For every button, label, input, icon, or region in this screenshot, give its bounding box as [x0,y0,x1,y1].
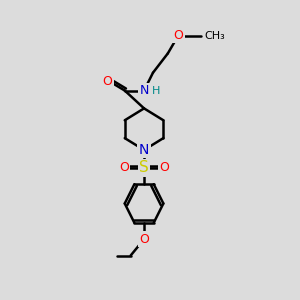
Text: S: S [139,160,149,175]
Text: O: O [173,29,183,42]
Text: O: O [119,161,129,174]
Text: H: H [152,85,160,96]
Text: O: O [159,161,169,174]
Text: N: N [140,84,149,97]
Text: O: O [139,233,149,246]
Text: N: N [139,143,149,157]
Text: O: O [103,75,112,88]
Text: CH₃: CH₃ [204,31,225,40]
